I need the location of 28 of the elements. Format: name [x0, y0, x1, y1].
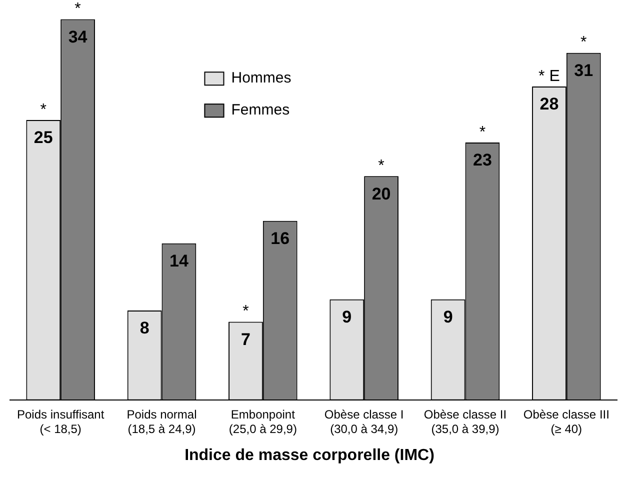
x-tick-label: Obèse classe II (35,0 à 39,9)	[424, 408, 507, 436]
annotation: *	[40, 101, 46, 118]
data-label: 7	[240, 330, 250, 349]
data-label: 20	[372, 184, 391, 204]
annotation: *	[580, 34, 587, 52]
annotation: *	[479, 124, 486, 141]
data-label: 28	[540, 94, 559, 114]
data-label: 34	[68, 27, 88, 46]
data-label: 25	[34, 128, 53, 148]
annotation: *	[378, 157, 384, 174]
x-tick-label: Obèse classe I (30,0 à 34,9)	[324, 408, 404, 436]
x-tick-label: Poids normal (18,5 à 24,9)	[126, 408, 197, 436]
data-label: 9	[443, 308, 453, 327]
data-label: 14	[169, 252, 189, 271]
data-label: 23	[472, 150, 492, 170]
data-label: 16	[270, 229, 290, 248]
data-label: 9	[342, 308, 352, 327]
annotation: *	[242, 303, 249, 320]
legend-label: Femmes	[231, 102, 290, 119]
x-axis-title: Indice de masse corporelle (IMC)	[184, 447, 436, 465]
legend-label: Hommes	[231, 70, 292, 87]
x-tick-label: Obèse classe III (≥ 40)	[523, 408, 610, 436]
data-label: 31	[574, 61, 594, 80]
annotation: *	[74, 0, 81, 18]
annotation: * E	[538, 68, 560, 85]
x-tick-label: Poids insuffisant (< 18,5)	[16, 408, 105, 436]
data-label: 8	[140, 318, 150, 338]
x-tick-label: Embonpoint (25,0 à 29,9)	[228, 408, 297, 436]
